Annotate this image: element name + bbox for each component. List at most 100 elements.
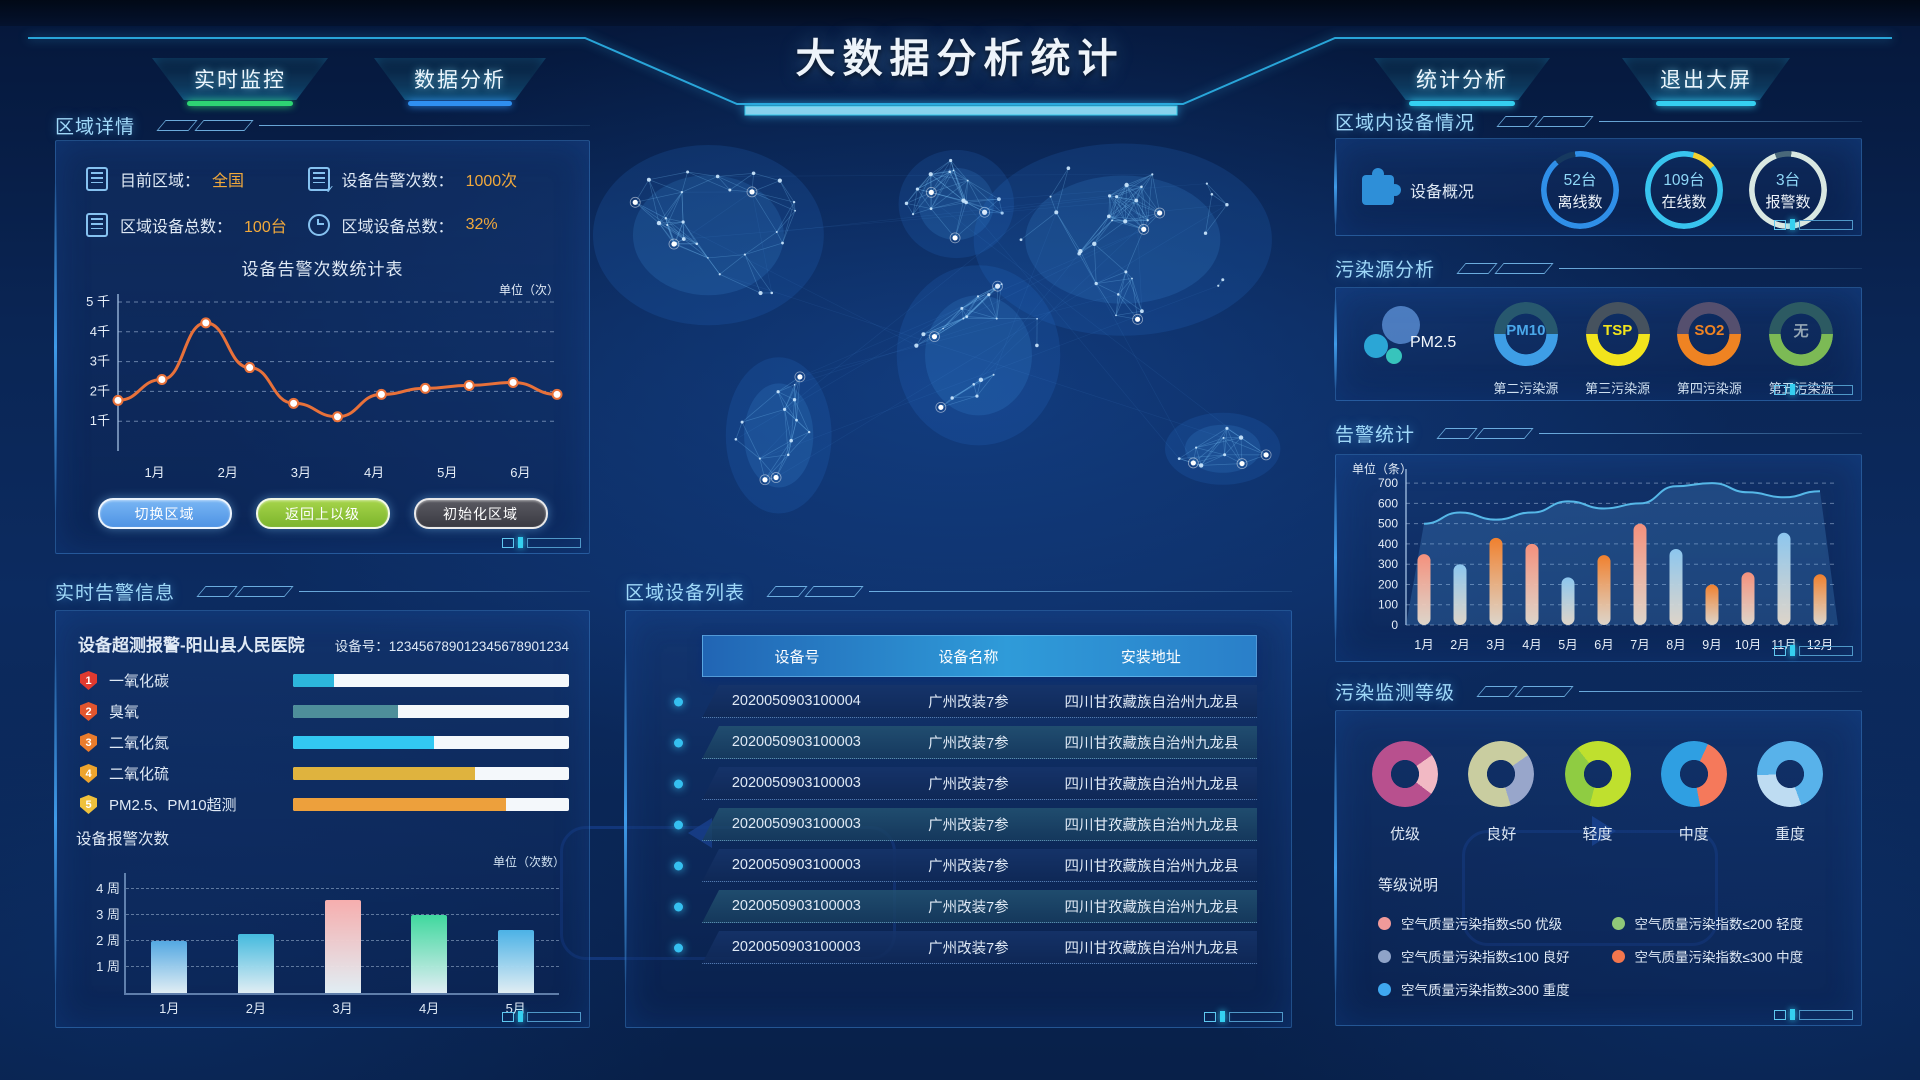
y-axis-label: 1 周 [96,958,120,974]
device-number: 设备号：123456789012345678901234 [334,639,569,654]
svg-text:1月: 1月 [144,465,164,480]
donut-arc [1468,741,1535,807]
level-label: 轻度 [1582,826,1613,843]
region-stat: 区域设备总数： 100台 [86,213,302,237]
legend-dot [1611,916,1625,930]
source-donut: 无 [1769,302,1834,366]
title-decoration [1456,262,1862,274]
bubble-icon [1382,306,1420,344]
row-bullet-dot [674,861,683,870]
panel-title: 污染源分析 [1335,259,1436,281]
corner-decoration [1774,384,1853,395]
table-row-wrap: 2020050903100004 广州改装7参 四川甘孜藏族自治州九龙县 [674,685,1257,718]
source-name: 无 [1793,322,1809,340]
row-bullet-dot [674,697,683,706]
level-donut [1660,741,1727,807]
doc-check-icon [307,167,335,196]
pollutant-bar-track [293,674,569,687]
panel-title: 区域设备列表 [625,582,746,604]
table-row[interactable]: 2020050903100003 广州改装7参 四川甘孜藏族自治州九龙县 [702,726,1257,759]
legend-item: 空气质量污染指数≤200 轻度 [1611,913,1846,933]
pollutant-row: 3 二氧化氮 [80,732,569,753]
table-row[interactable]: 2020050903100003 广州改装7参 四川甘孜藏族自治州九龙县 [702,767,1257,800]
device-status-box: 设备概况 52台 离线数 109台 在线数 3台 报警数 [1334,138,1862,236]
y-axis-label: 3 周 [96,906,120,922]
table-row-wrap: 2020050903100003 广州改装7参 四川甘孜藏族自治州九龙县 [674,931,1257,964]
cell-device-name: 广州改装7参 [928,735,1009,752]
rank-shield-icon: 3 [80,733,97,752]
level-label: 优级 [1389,826,1420,843]
svg-text:9月: 9月 [1702,638,1721,652]
svg-text:200: 200 [1378,577,1398,591]
source-name: TSP [1603,321,1633,339]
cell-install-address: 四川甘孜藏族自治州九龙县 [1064,694,1239,711]
title-decoration [156,119,590,131]
doc-icon [86,213,108,237]
row-bullet-dot [674,779,683,788]
table-row[interactable]: 2020050903100003 广州改装7参 四川甘孜藏族自治州九龙县 [702,849,1257,882]
bubble-icon [1386,348,1402,364]
table-row-wrap: 2020050903100003 广州改装7参 四川甘孜藏族自治州九龙县 [674,767,1257,800]
stat-label: 目前区域： [120,173,201,190]
region-stat: 目前区域： 全国 [86,167,302,191]
pollution-source-items: PM10 第二污染源 TSP 第三污染源 SO2 第四污染源无第五污染源 [1480,302,1847,397]
panel-title: 实时告警信息 [55,582,176,604]
pollutant-name: 二氧化硫 [109,766,170,783]
primary-pollutant-label: PM2.5 [1410,334,1457,351]
pm25-bubbles-icon: PM2.5 [1354,302,1480,388]
stat-value: 全国 [212,173,245,190]
row-bullet-dot [674,738,683,747]
pollutant-bar-fill [293,736,434,749]
panel-title: 告警统计 [1335,424,1416,446]
source-name: PM10 [1506,321,1546,339]
svg-text:700: 700 [1378,476,1398,490]
source-caption: 第四污染源 [1676,381,1742,396]
tab-统计分析[interactable]: 统计分析 [1374,58,1550,100]
legend-item: 空气质量污染指数≤100 良好 [1378,946,1612,966]
ring-value: 109台 [1663,172,1705,189]
legend-item: 空气质量污染指数≤300 中度 [1611,946,1846,966]
status-ring: 52台 离线数 [1541,151,1619,229]
source-caption: 第二污染源 [1493,381,1559,396]
panel-device-table: 区域设备列表 设备号 设备名称 安装地址 2020050903100004 广州改… [624,578,1292,1028]
table-row[interactable]: 2020050903100004 广州改装7参 四川甘孜藏族自治州九龙县 [702,685,1257,718]
level-donut [1468,741,1535,807]
legend-text: 空气质量污染指数≤200 轻度 [1634,917,1804,932]
region-stat: 设备告警次数： 1000次 [307,167,577,196]
cell-device-no: 2020050903100003 [731,734,861,750]
pollutant-row: 5 PM2.5、PM10超测 [80,794,569,815]
stat-label: 区域设备总数： [341,219,454,236]
svg-text:12月: 12月 [1807,638,1833,652]
pollution-source-item: 无第五污染源 [1755,302,1847,397]
pollutant-bar-fill [293,674,335,687]
table-row[interactable]: 2020050903100003 广州改装7参 四川甘孜藏族自治州九龙县 [702,890,1257,923]
button-返回上以级[interactable]: 返回上以级 [255,498,390,529]
cell-device-name: 广州改装7参 [928,694,1009,711]
table-row[interactable]: 2020050903100003 广州改装7参 四川甘孜藏族自治州九龙县 [702,931,1257,964]
legend-dot [1378,916,1391,930]
button-初始化区域[interactable]: 初始化区域 [413,498,548,529]
tab-退出大屏[interactable]: 退出大屏 [1622,58,1790,100]
title-decoration [766,585,1292,597]
pollutant-bar-fill [293,798,506,811]
button-切换区域[interactable]: 切换区域 [97,498,232,529]
source-caption: 第三污染源 [1585,381,1651,396]
tab-实时监控[interactable]: 实时监控 [152,58,328,100]
legend-item: 空气质量污染指数≥300 重度 [1378,979,1612,999]
rank-shield-icon: 2 [80,702,97,721]
bar [151,940,188,993]
region-detail-box: 目前区域：全国设备告警次数：1000次区域设备总数：100台区域设备总数：32%… [54,140,590,554]
tab-underline [408,101,512,106]
table-row[interactable]: 2020050903100003 广州改装7参 四川甘孜藏族自治州九龙县 [702,808,1257,841]
x-axis-label: 2月 [245,1001,266,1016]
doc-icon [86,167,108,191]
bar-chart-title: 设备报警次数 [76,831,170,848]
panel-pollution-levels: 污染监测等级 优级 良好 轻度 中度 重度 等级说明 空气质量污染指数≤50 优级 空气质… [1334,678,1862,1026]
svg-text:1千: 1千 [90,413,110,428]
tab-数据分析[interactable]: 数据分析 [374,58,546,100]
realtime-alarm-box: 设备超测报警-阳山县人民医院 设备号：123456789012345678901… [54,610,590,1028]
title-decoration [1476,685,1862,697]
source-donut: TSP [1585,302,1650,366]
device-table-box: 设备号 设备名称 安装地址 2020050903100004 广州改装7参 四川甘孜… [624,610,1292,1028]
